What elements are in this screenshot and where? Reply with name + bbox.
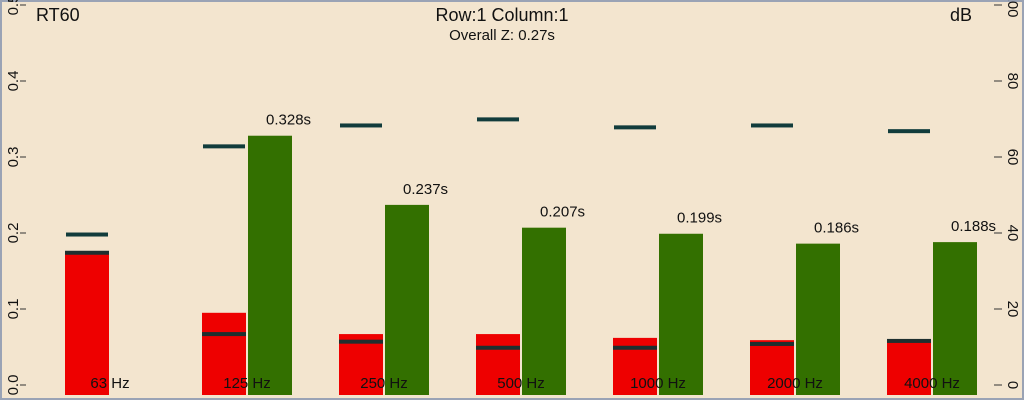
value-label: 0.188s	[951, 218, 996, 235]
dash	[477, 117, 519, 122]
y2-tick-label: 0	[1004, 381, 1021, 389]
bar	[933, 242, 977, 395]
y-tick-label: 0.0	[5, 375, 22, 396]
dash	[751, 123, 793, 128]
dash	[476, 345, 520, 350]
bar	[796, 243, 840, 395]
x-tick-label: 250 Hz	[360, 375, 408, 392]
dash	[66, 232, 108, 237]
bar	[339, 334, 383, 395]
value-label: 0.199s	[677, 210, 722, 227]
bar	[887, 339, 931, 395]
bar	[248, 135, 292, 395]
dash	[203, 144, 245, 149]
x-tick-label: 500 Hz	[497, 375, 545, 392]
dash	[614, 125, 656, 130]
dash	[887, 338, 931, 343]
y2-tick-label: 60	[1004, 149, 1021, 166]
x-tick-label: 63 Hz	[90, 375, 129, 392]
bar	[750, 340, 794, 395]
dash	[339, 339, 383, 344]
value-label: 0.186s	[814, 220, 859, 237]
y2-tick-label: 40	[1004, 225, 1021, 242]
y2-axis-label: dB	[950, 5, 972, 25]
y-tick-label: 0.2	[5, 223, 22, 244]
bar	[385, 204, 429, 395]
y-tick-label: 0.5	[5, 0, 22, 15]
dash	[65, 250, 109, 255]
bar	[202, 312, 246, 395]
chart-subtitle: Overall Z: 0.27s	[449, 27, 555, 44]
y-tick-label: 0.4	[5, 71, 22, 92]
dash	[202, 332, 246, 337]
x-tick-label: 4000 Hz	[904, 375, 960, 392]
x-tick-label: 2000 Hz	[767, 375, 823, 392]
x-tick-label: 125 Hz	[223, 375, 271, 392]
bar	[659, 233, 703, 395]
chart-title: Row:1 Column:1	[435, 5, 568, 25]
value-label: 0.328s	[266, 112, 311, 129]
x-tick-label: 1000 Hz	[630, 375, 686, 392]
y2-tick-label: 80	[1004, 73, 1021, 90]
dash	[750, 341, 794, 346]
y2-tick-label: 20	[1004, 301, 1021, 318]
bar	[65, 252, 109, 395]
y-tick-label: 0.3	[5, 147, 22, 168]
bar	[476, 334, 520, 395]
dash	[888, 129, 930, 134]
dash	[340, 123, 382, 128]
value-label: 0.237s	[403, 181, 448, 198]
dash	[613, 345, 657, 350]
y-tick-label: 0.1	[5, 299, 22, 320]
y2-tick-label: 100	[1004, 0, 1021, 18]
value-label: 0.207s	[540, 204, 585, 221]
y-axis-label: RT60	[36, 5, 80, 25]
bar	[522, 227, 566, 395]
